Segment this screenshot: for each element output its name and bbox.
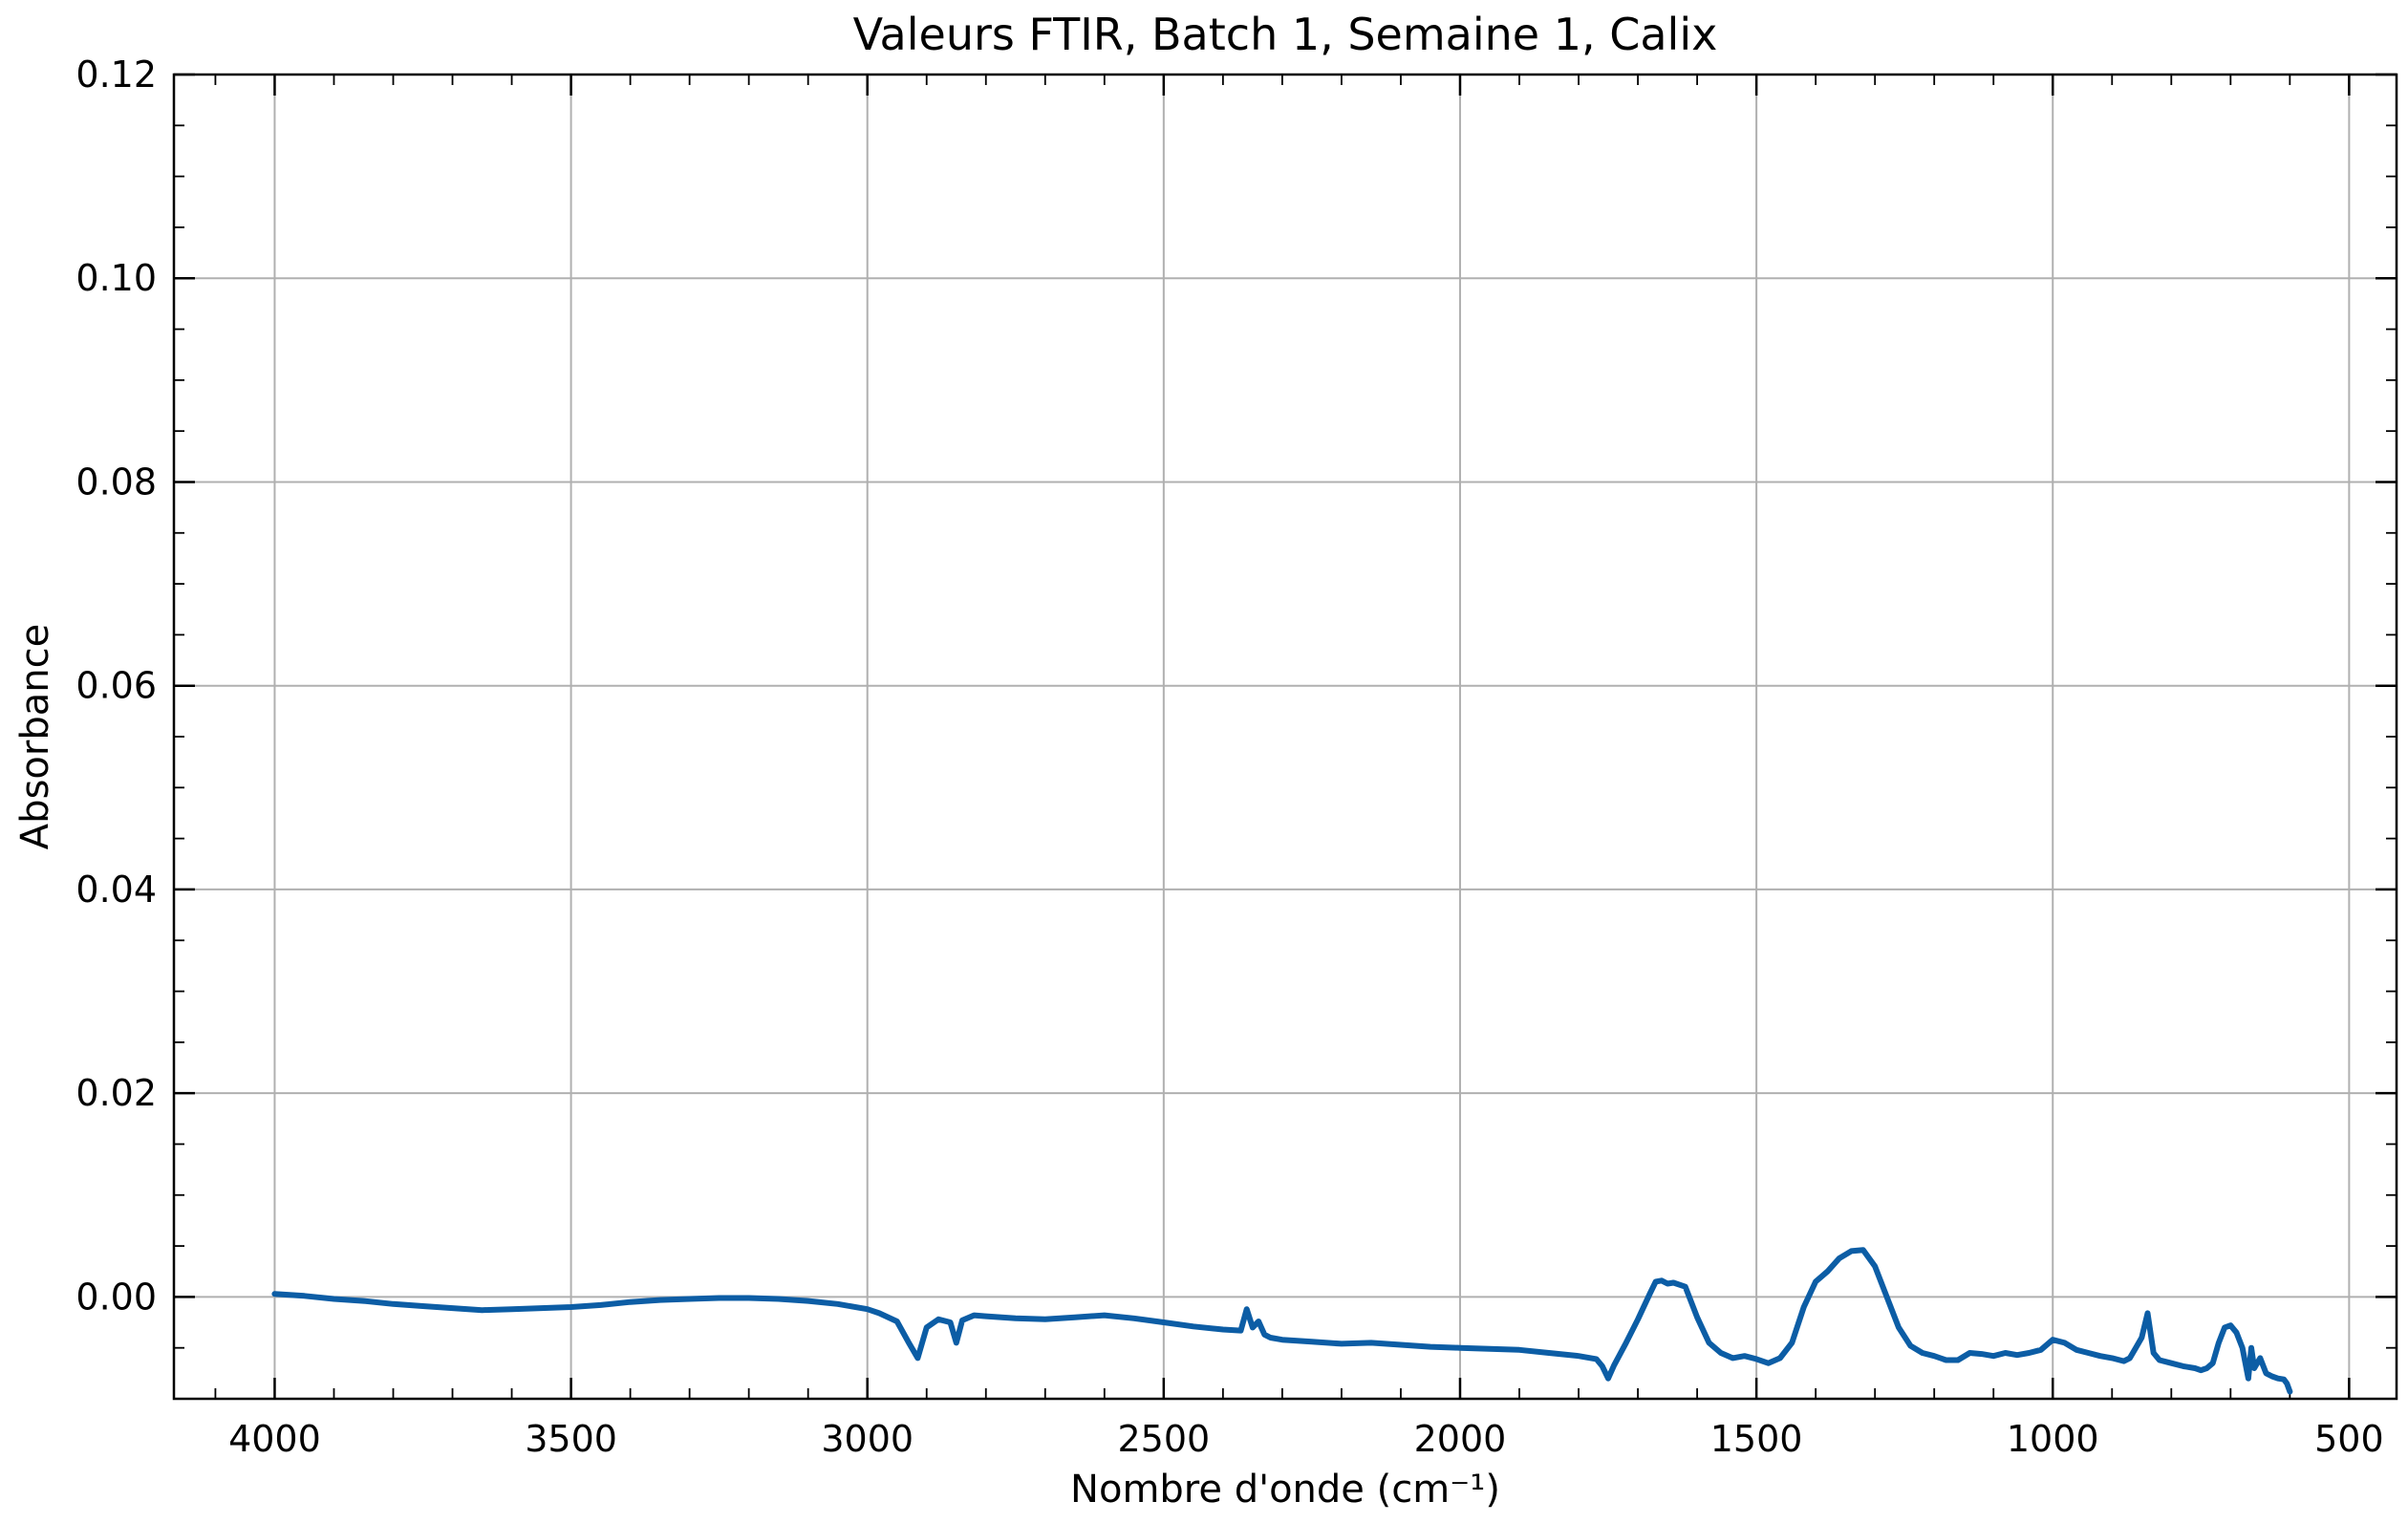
x-tick-label: 4000	[228, 1418, 321, 1460]
x-tick-label: 1500	[1710, 1418, 1803, 1460]
minor-ticks	[174, 75, 2397, 1400]
y-axis-label: Absorbance	[13, 624, 57, 849]
y-tick-label: 0.08	[75, 461, 157, 503]
x-tick-label: 2000	[1414, 1418, 1507, 1460]
grid	[174, 74, 2397, 1399]
y-tick-labels: 0.00 0.02 0.04 0.06 0.08 0.10 0.12	[75, 54, 157, 1318]
x-tick-labels: 4000 3500 3000 2500 2000 1500 1000 500	[228, 1418, 2384, 1460]
x-axis-label: Nombre d'onde (cm⁻¹)	[1070, 1468, 1500, 1512]
y-tick-label: 0.00	[75, 1276, 157, 1318]
chart-title: Valeurs FTIR, Batch 1, Semaine 1, Calix	[853, 9, 1718, 60]
y-tick-label: 0.06	[75, 665, 157, 707]
plot-frame	[172, 73, 2398, 1401]
y-tick-label: 0.04	[75, 869, 157, 911]
major-ticks	[174, 73, 2397, 1399]
series-layer	[271, 1247, 2293, 1395]
series-line	[271, 1247, 2293, 1395]
y-tick-label: 0.02	[75, 1072, 157, 1114]
x-tick-label: 3000	[821, 1418, 914, 1460]
x-tick-label: 2500	[1117, 1418, 1210, 1460]
y-tick-label: 0.10	[75, 257, 157, 299]
x-tick-label: 500	[2314, 1418, 2384, 1460]
x-tick-label: 3500	[525, 1418, 617, 1460]
x-tick-label: 1000	[2007, 1418, 2099, 1460]
y-tick-label: 0.12	[75, 54, 157, 96]
